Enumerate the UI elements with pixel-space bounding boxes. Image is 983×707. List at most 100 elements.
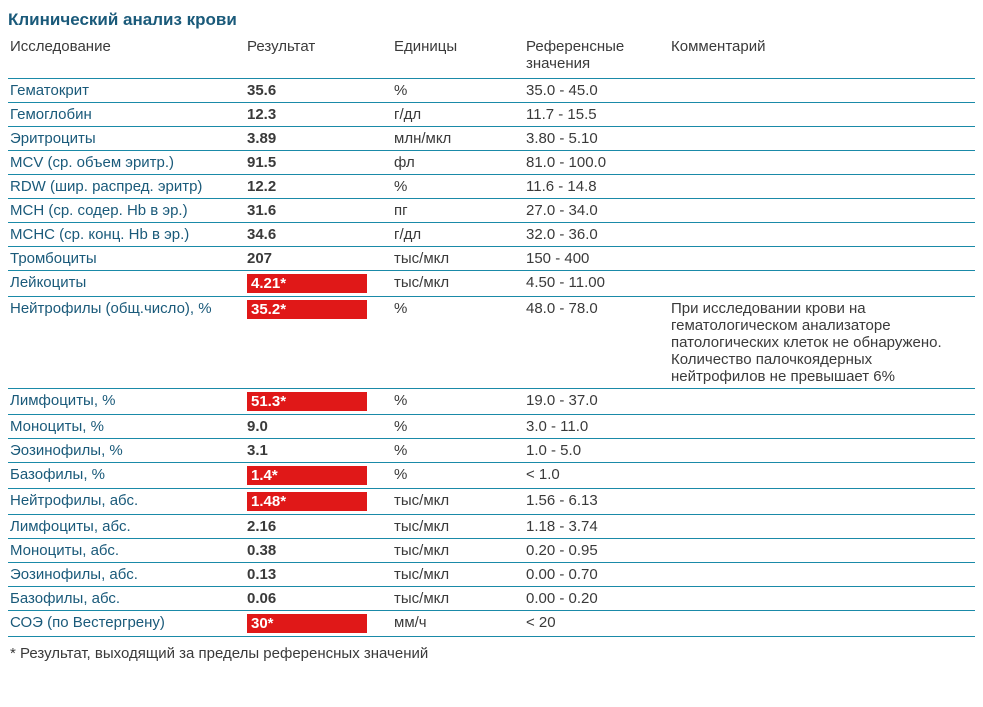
cell-unit: пг: [392, 199, 524, 223]
cell-result: 30*: [245, 611, 392, 637]
cell-comment: [669, 439, 975, 463]
results-table: Исследование Результат Единицы Референсн…: [8, 34, 975, 637]
cell-unit: тыс/мкл: [392, 563, 524, 587]
cell-comment: [669, 463, 975, 489]
cell-test: Нейтрофилы (общ.число), %: [8, 297, 245, 389]
cell-comment: [669, 515, 975, 539]
flagged-result: 4.21*: [247, 274, 367, 293]
table-row: Лейкоциты4.21*тыс/мкл4.50 - 11.00: [8, 271, 975, 297]
cell-comment: [669, 151, 975, 175]
table-row: Лимфоциты, абс.2.16тыс/мкл1.18 - 3.74: [8, 515, 975, 539]
cell-unit: %: [392, 439, 524, 463]
cell-comment: [669, 611, 975, 637]
cell-test: Моноциты, абс.: [8, 539, 245, 563]
cell-ref: 0.00 - 0.70: [524, 563, 669, 587]
cell-test: MCV (ср. объем эритр.): [8, 151, 245, 175]
table-row: Эритроциты3.89млн/мкл3.80 - 5.10: [8, 127, 975, 151]
cell-comment: При исследовании крови на гематологическ…: [669, 297, 975, 389]
cell-comment: [669, 563, 975, 587]
table-row: Гемоглобин12.3г/дл11.7 - 15.5: [8, 103, 975, 127]
flagged-result: 30*: [247, 614, 367, 633]
cell-result: 51.3*: [245, 389, 392, 415]
cell-ref: 11.7 - 15.5: [524, 103, 669, 127]
cell-test: Гематокрит: [8, 79, 245, 103]
cell-test: Нейтрофилы, абс.: [8, 489, 245, 515]
table-row: Эозинофилы, %3.1%1.0 - 5.0: [8, 439, 975, 463]
flagged-result: 1.4*: [247, 466, 367, 485]
cell-unit: %: [392, 389, 524, 415]
cell-result: 35.2*: [245, 297, 392, 389]
cell-ref: 0.20 - 0.95: [524, 539, 669, 563]
cell-result: 4.21*: [245, 271, 392, 297]
cell-test: Тромбоциты: [8, 247, 245, 271]
cell-unit: млн/мкл: [392, 127, 524, 151]
flagged-result: 51.3*: [247, 392, 367, 411]
cell-test: СОЭ (по Вестергрену): [8, 611, 245, 637]
cell-test: Эритроциты: [8, 127, 245, 151]
table-row: Тромбоциты207тыс/мкл150 - 400: [8, 247, 975, 271]
table-row: MCHC (ср. конц. Hb в эр.)34.6г/дл32.0 - …: [8, 223, 975, 247]
cell-comment: [669, 175, 975, 199]
cell-ref: 19.0 - 37.0: [524, 389, 669, 415]
cell-unit: г/дл: [392, 103, 524, 127]
cell-unit: %: [392, 415, 524, 439]
table-row: Эозинофилы, абс.0.13тыс/мкл0.00 - 0.70: [8, 563, 975, 587]
cell-result: 0.38: [245, 539, 392, 563]
cell-unit: %: [392, 79, 524, 103]
cell-test: RDW (шир. распред. эритр): [8, 175, 245, 199]
cell-ref: 3.80 - 5.10: [524, 127, 669, 151]
cell-result: 2.16: [245, 515, 392, 539]
cell-result: 34.6: [245, 223, 392, 247]
cell-test: Лимфоциты, абс.: [8, 515, 245, 539]
cell-unit: фл: [392, 151, 524, 175]
cell-result: 12.3: [245, 103, 392, 127]
cell-test: Базофилы, %: [8, 463, 245, 489]
cell-result: 9.0: [245, 415, 392, 439]
table-header-row: Исследование Результат Единицы Референсн…: [8, 34, 975, 79]
table-row: RDW (шир. распред. эритр)12.2%11.6 - 14.…: [8, 175, 975, 199]
cell-unit: тыс/мкл: [392, 515, 524, 539]
cell-ref: 48.0 - 78.0: [524, 297, 669, 389]
cell-ref: < 1.0: [524, 463, 669, 489]
cell-comment: [669, 389, 975, 415]
cell-unit: тыс/мкл: [392, 587, 524, 611]
cell-ref: < 20: [524, 611, 669, 637]
table-row: Гематокрит35.6%35.0 - 45.0: [8, 79, 975, 103]
cell-ref: 27.0 - 34.0: [524, 199, 669, 223]
col-comment: Комментарий: [669, 34, 975, 79]
cell-result: 3.1: [245, 439, 392, 463]
col-test: Исследование: [8, 34, 245, 79]
cell-comment: [669, 271, 975, 297]
cell-comment: [669, 539, 975, 563]
cell-unit: мм/ч: [392, 611, 524, 637]
report-title: Клинический анализ крови: [8, 8, 975, 34]
cell-comment: [669, 489, 975, 515]
cell-unit: тыс/мкл: [392, 247, 524, 271]
cell-result: 31.6: [245, 199, 392, 223]
cell-ref: 1.0 - 5.0: [524, 439, 669, 463]
cell-result: 91.5: [245, 151, 392, 175]
cell-comment: [669, 587, 975, 611]
cell-ref: 32.0 - 36.0: [524, 223, 669, 247]
cell-ref: 1.18 - 3.74: [524, 515, 669, 539]
table-row: MCH (ср. содер. Hb в эр.)31.6пг27.0 - 34…: [8, 199, 975, 223]
cell-result: 207: [245, 247, 392, 271]
cell-comment: [669, 247, 975, 271]
cell-test: Эозинофилы, %: [8, 439, 245, 463]
cell-result: 1.48*: [245, 489, 392, 515]
col-ref: Референсные значения: [524, 34, 669, 79]
cell-result: 1.4*: [245, 463, 392, 489]
cell-ref: 3.0 - 11.0: [524, 415, 669, 439]
cell-test: Базофилы, абс.: [8, 587, 245, 611]
flagged-result: 35.2*: [247, 300, 367, 319]
cell-ref: 1.56 - 6.13: [524, 489, 669, 515]
table-row: Нейтрофилы (общ.число), %35.2*%48.0 - 78…: [8, 297, 975, 389]
cell-result: 0.06: [245, 587, 392, 611]
cell-test: MCHC (ср. конц. Hb в эр.): [8, 223, 245, 247]
table-row: Моноциты, %9.0%3.0 - 11.0: [8, 415, 975, 439]
cell-unit: %: [392, 175, 524, 199]
cell-comment: [669, 103, 975, 127]
cell-unit: тыс/мкл: [392, 489, 524, 515]
cell-comment: [669, 223, 975, 247]
cell-test: Гемоглобин: [8, 103, 245, 127]
